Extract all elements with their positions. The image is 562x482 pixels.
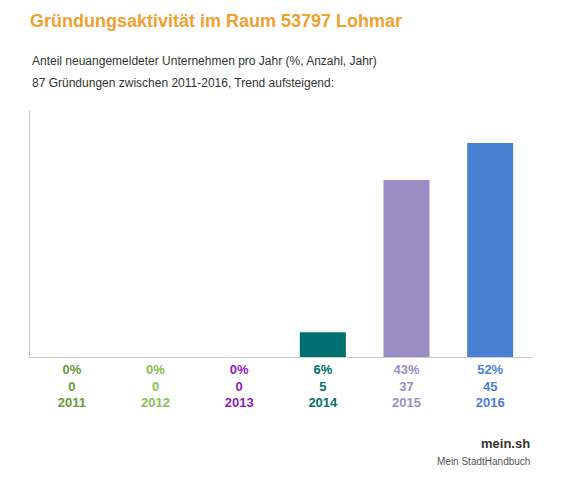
svg-text:43%372015: 43%372015 [392, 362, 421, 411]
svg-text:6%52014: 6%52014 [308, 362, 338, 411]
svg-text:Anteil neuangemeldeter Unterne: Anteil neuangemeldeter Unternehmen pro J… [32, 54, 377, 68]
svg-text:87 Gründungen zwischen 2011-20: 87 Gründungen zwischen 2011-2016, Trend … [32, 76, 334, 90]
svg-text:0%02012: 0%02012 [141, 362, 170, 411]
svg-text:0%02011: 0%02011 [58, 362, 86, 411]
svg-text:Gründungsaktivität im Raum 537: Gründungsaktivität im Raum 53797 Lohmar [30, 11, 402, 31]
svg-text:52%452016: 52%452016 [476, 362, 505, 411]
svg-text:Mein StadtHandbuch: Mein StadtHandbuch [437, 456, 530, 467]
svg-text:0%02013: 0%02013 [225, 362, 254, 411]
svg-text:mein.sh: mein.sh [481, 436, 530, 451]
